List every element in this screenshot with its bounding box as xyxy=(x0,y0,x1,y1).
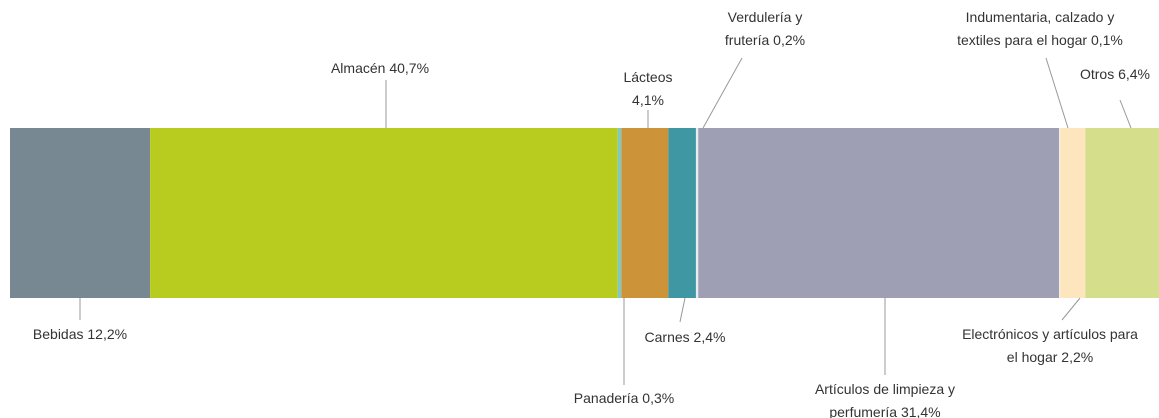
segment-label: Lácteos 4,1% xyxy=(618,66,678,112)
segment-name: Otros xyxy=(1079,66,1115,82)
segment-value: 2,2% xyxy=(1061,349,1094,365)
segment-value: 0,3% xyxy=(642,390,675,406)
segment-value: 12,2% xyxy=(87,326,128,342)
segment-name: Carnes xyxy=(644,329,690,345)
leader-line xyxy=(1045,57,1069,129)
segment-label: Almacén 40,7% xyxy=(300,57,460,80)
segment-value: 40,7% xyxy=(389,60,430,76)
segment-label: Indumentaria, calzado y textiles para el… xyxy=(943,6,1138,52)
bar-segment xyxy=(150,128,618,298)
segment-value: 0,1% xyxy=(1090,32,1123,48)
segment-label: Artículos de limpieza y perfumería 31,4% xyxy=(795,378,975,418)
bar-segment xyxy=(10,128,151,298)
segment-label: Bebidas 12,2% xyxy=(0,323,160,346)
segment-name: Indumentaria, calzado y textiles para el… xyxy=(957,9,1115,48)
segment-name: Panadería xyxy=(573,390,639,406)
segment-name: Electrónicos y artículos para el hogar xyxy=(962,326,1138,365)
segment-value: 4,1% xyxy=(632,92,664,108)
segment-value: 2,4% xyxy=(693,329,726,345)
leader-line xyxy=(1119,99,1132,129)
segment-name: Almacén xyxy=(330,60,386,76)
leader-line xyxy=(1061,297,1081,321)
bar-segment xyxy=(698,128,1060,298)
segment-value: 6,4% xyxy=(1118,66,1151,82)
bar-segment xyxy=(617,128,622,298)
segment-label: Electrónicos y artículos para el hogar 2… xyxy=(960,323,1140,369)
segment-name: Verdulería y frutería xyxy=(724,9,803,48)
segment-value: 31,4% xyxy=(900,404,941,418)
leader-line xyxy=(679,297,686,323)
segment-value: 0,2% xyxy=(773,32,806,48)
bar-segment xyxy=(621,128,669,298)
bar-segment xyxy=(695,128,699,298)
leader-line xyxy=(702,57,743,129)
segment-label: Panadería 0,3% xyxy=(554,387,694,410)
bar-segment xyxy=(1085,128,1159,298)
bar-segment xyxy=(1059,128,1061,298)
segment-name: Bebidas xyxy=(32,326,84,342)
segment-label: Carnes 2,4% xyxy=(615,326,755,349)
segment-name: Artículos de limpieza y perfumería xyxy=(814,381,956,418)
segment-label: Otros 6,4% xyxy=(1055,63,1159,86)
bar-segment xyxy=(1060,128,1086,298)
bar-segment xyxy=(668,128,696,298)
segment-name: Lácteos xyxy=(623,69,673,85)
segment-label: Verdulería y frutería 0,2% xyxy=(705,6,825,52)
